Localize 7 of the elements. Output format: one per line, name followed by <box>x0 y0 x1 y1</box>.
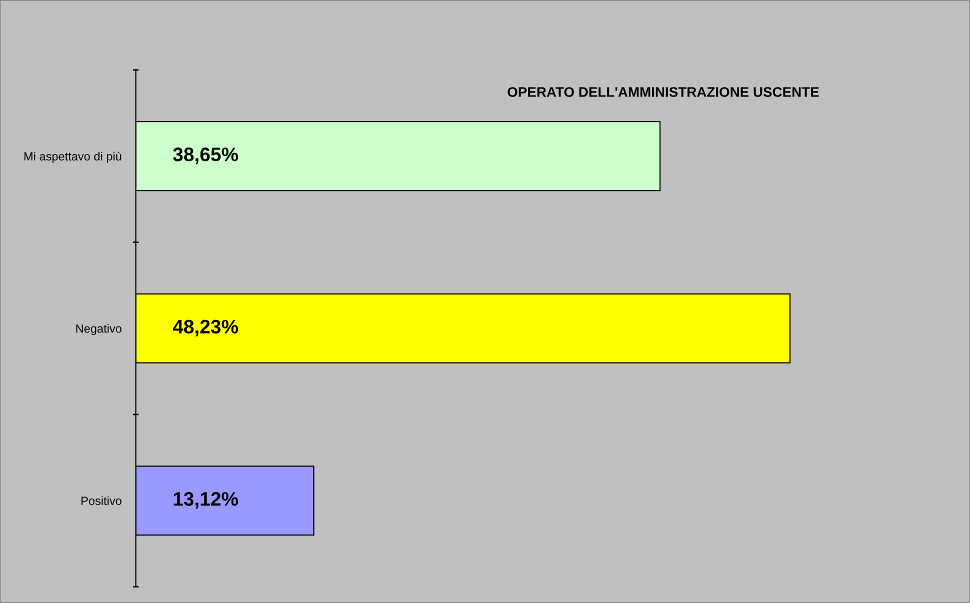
data-label: 13,12% <box>174 492 238 509</box>
data-label: 48,23% <box>172 320 238 336</box>
data-label: 38,65% <box>173 148 238 164</box>
text: OPERATO DELL'AMMINISTRAZIONE USCENTE <box>508 87 819 97</box>
y-tick-label: Positivo <box>82 496 122 505</box>
y-tick-label: Negativo <box>76 324 122 336</box>
y-tick-label: Mi aspettavo di più <box>24 152 122 163</box>
